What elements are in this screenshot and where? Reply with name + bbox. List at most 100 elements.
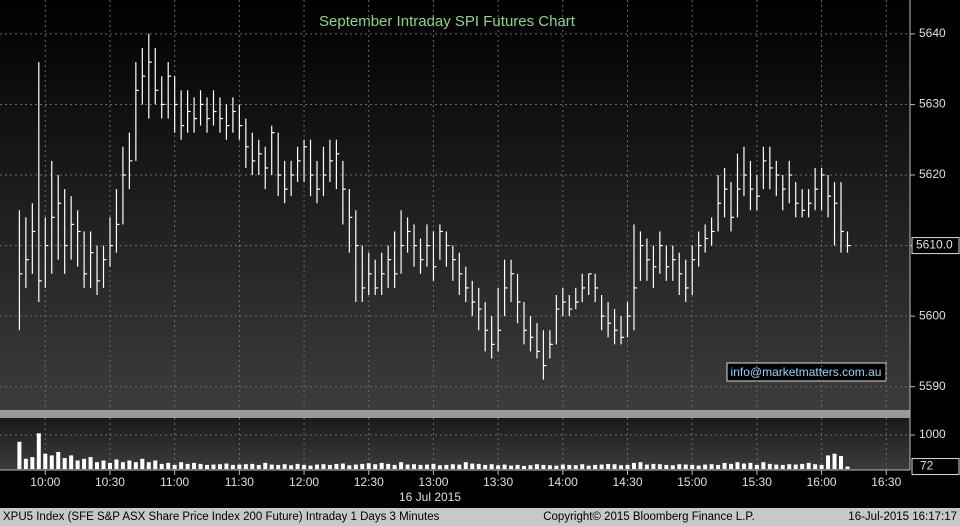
volume-bar [580, 464, 585, 469]
volume-bar [625, 464, 630, 469]
volume-bar [502, 464, 507, 469]
last-price-box [911, 237, 960, 255]
volume-bar [237, 464, 242, 469]
volume-bar [256, 464, 261, 469]
volume-bar [463, 462, 468, 469]
x-tick-label: 11:00 [160, 475, 189, 489]
x-tick-label: 12:00 [289, 475, 319, 489]
volume-bar [651, 463, 656, 469]
volume-bar [483, 464, 488, 469]
x-tick-label: 16:30 [871, 475, 901, 489]
volume-bar [683, 464, 688, 469]
volume-bar [340, 463, 345, 469]
volume-bar [599, 464, 604, 469]
volume-bar [670, 465, 675, 469]
volume-bar [366, 463, 371, 469]
volume-bar [276, 464, 281, 469]
volume-bar [211, 464, 216, 469]
volume-bar [793, 464, 798, 469]
volume-bar [269, 464, 274, 469]
volume-bar [185, 463, 190, 469]
volume-bar [767, 463, 772, 469]
x-tick-label: 10:00 [30, 475, 60, 489]
volume-bar [327, 464, 332, 469]
volume-bar [761, 462, 766, 469]
volume-bar [567, 464, 572, 469]
volume-bar [741, 463, 746, 469]
volume-bar [334, 463, 339, 469]
volume-bar [308, 465, 313, 469]
volume-bar [489, 464, 494, 469]
volume-bar [845, 466, 850, 469]
volume-bar [392, 464, 397, 469]
chart-title: September Intraday SPI Futures Chart [319, 13, 576, 30]
volume-bar [95, 462, 100, 469]
volume-bar [146, 462, 151, 469]
volume-bar [114, 459, 119, 469]
volume-bar [62, 458, 67, 469]
volume-bar [360, 463, 365, 469]
volume-bar [179, 462, 184, 469]
last-price-label: 5610.0 [916, 238, 953, 252]
volume-bar [289, 465, 294, 469]
volume-bar [295, 463, 300, 469]
x-tick-label: 16:00 [807, 475, 837, 489]
y-tick-label: 5620 [919, 167, 946, 181]
volume-bar [30, 457, 35, 469]
volume-bar [612, 464, 617, 469]
volume-bar [457, 464, 462, 469]
volume-bar [282, 464, 287, 469]
footer-bar [0, 508, 960, 526]
volume-bar [431, 463, 436, 469]
volume-bar [166, 462, 171, 469]
volume-bar [88, 457, 93, 469]
volume-bar [205, 464, 210, 469]
volume-bar [140, 458, 145, 469]
volume-bar [522, 465, 527, 469]
volume-bar [573, 465, 578, 469]
volume-bar [619, 465, 624, 469]
volume-bar [386, 463, 391, 469]
volume-bar [644, 464, 649, 469]
volume-bar [696, 465, 701, 469]
x-tick-label: 13:00 [418, 475, 448, 489]
volume-bar [780, 464, 785, 469]
y-tick-label: 5600 [919, 308, 946, 322]
volume-tick-label: 1000 [919, 427, 946, 441]
volume-bar [437, 465, 442, 469]
volume-bar [547, 465, 552, 469]
x-tick-label: 12:30 [354, 475, 384, 489]
volume-bar [101, 460, 106, 469]
volume-bar [49, 455, 54, 469]
volume-bar [120, 462, 125, 469]
volume-bar [832, 453, 837, 469]
volume-bar [515, 464, 520, 469]
volume-bar [638, 462, 643, 469]
volume-bar [534, 464, 539, 469]
volume-bar [560, 464, 565, 469]
volume-bar [729, 463, 734, 469]
last-volume-label: 72 [920, 459, 934, 473]
volume-bar [353, 464, 358, 469]
volume-bar [412, 464, 417, 469]
volume-bar [735, 462, 740, 469]
volume-bar [424, 464, 429, 469]
x-tick-label: 14:30 [612, 475, 642, 489]
x-tick-label: 13:30 [483, 475, 513, 489]
volume-bar [314, 464, 319, 469]
volume-bar [224, 463, 229, 469]
volume-bar [774, 464, 779, 469]
volume-bar [82, 458, 87, 469]
volume-bar [690, 464, 695, 469]
volume-bar [243, 464, 248, 469]
volume-bar [476, 463, 481, 469]
volume-bar [75, 460, 80, 469]
volume-bar [722, 462, 727, 469]
volume-bar [703, 464, 708, 469]
volume-bar [748, 462, 753, 469]
volume-bar [496, 465, 501, 469]
volume-bar [17, 441, 22, 469]
volume-bar [631, 462, 636, 469]
volume-bar [716, 464, 721, 469]
volume-bar [754, 464, 759, 469]
